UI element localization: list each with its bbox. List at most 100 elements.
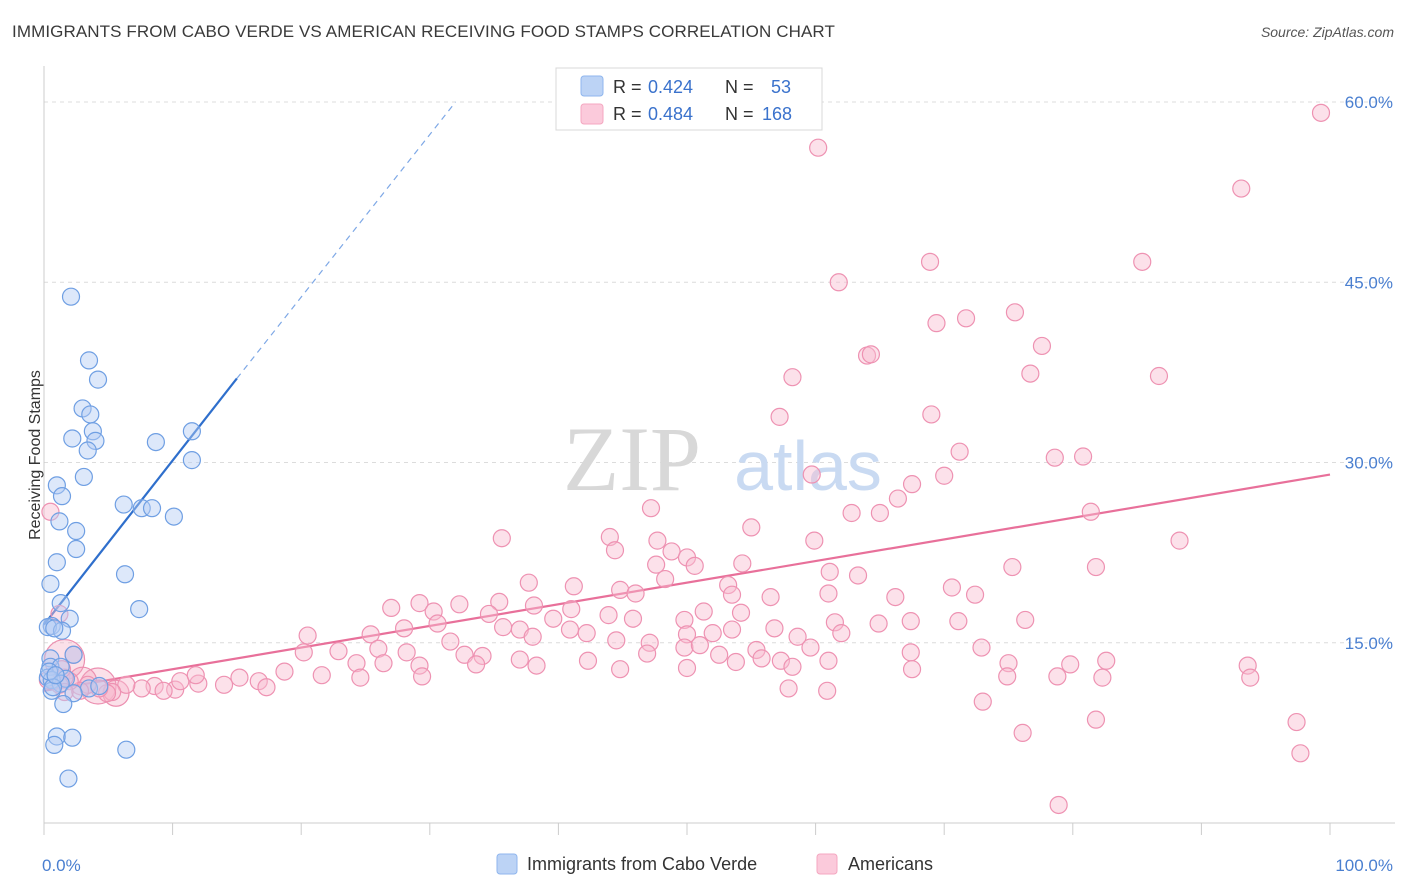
americans-point (519, 573, 538, 592)
americans-point (656, 569, 675, 589)
pink-swatch (580, 103, 604, 125)
americans-point (441, 632, 460, 651)
americans-point (998, 667, 1017, 686)
americans-point (731, 603, 751, 622)
americans-point (466, 655, 486, 674)
americans-point (562, 600, 581, 619)
americans-point (214, 675, 234, 694)
cabo-verde-point (74, 467, 93, 487)
americans-point (1291, 744, 1310, 763)
americans-point (410, 594, 429, 613)
americans-point (902, 660, 922, 679)
americans-point (329, 642, 348, 661)
americans-point (1045, 448, 1064, 467)
americans-point (394, 619, 414, 638)
americans-point (410, 656, 429, 675)
cabo-verde-point (46, 666, 65, 685)
x-tick-label: 100.0% (1335, 856, 1393, 875)
americans-point (490, 592, 509, 612)
watermark: ZIP atlas (563, 408, 882, 510)
americans-point (662, 542, 681, 561)
cabo-verde-point (182, 422, 201, 441)
americans-point (870, 503, 890, 523)
americans-point (888, 489, 908, 508)
americans-point (424, 602, 443, 621)
americans-point (819, 651, 838, 670)
cabo-verde-point (114, 495, 133, 514)
americans-point (972, 638, 991, 657)
americans-point (1149, 366, 1169, 386)
americans-point (641, 499, 661, 518)
americans-point (886, 587, 905, 607)
americans-point (675, 638, 694, 657)
americans-point (186, 666, 205, 685)
americans-point (1133, 252, 1152, 271)
americans-point (275, 662, 294, 681)
cabo-verde-point (78, 441, 97, 460)
americans-point (761, 587, 780, 607)
cabo-verde-point (67, 521, 86, 541)
americans-point (733, 554, 752, 573)
americans-point (1287, 712, 1306, 732)
americans-cluster-point (79, 667, 117, 705)
cabo-verde-point (130, 600, 149, 619)
americans-point (703, 624, 722, 643)
americans-point (949, 612, 968, 631)
blue-swatch (580, 75, 604, 97)
americans-point (626, 584, 645, 603)
americans-point (722, 585, 742, 604)
cabo-verde-point (90, 676, 109, 696)
gridlines (44, 101, 1395, 644)
americans-point (848, 566, 868, 585)
cabo-verde-point (132, 499, 151, 518)
americans-point (577, 624, 596, 643)
chart-title: IMMIGRANTS FROM CABO VERDE VS AMERICAN R… (12, 22, 835, 41)
americans-point (312, 666, 331, 685)
americans-point (869, 614, 888, 633)
source-credit: Source: ZipAtlas.com (1260, 24, 1394, 40)
cabo-verde-point (63, 429, 82, 448)
americans-point (820, 562, 839, 581)
americans-point (819, 584, 838, 603)
stat-n-label-pink: N = (725, 104, 754, 124)
americans-point (611, 660, 630, 679)
stat-r-blue: 0.424 (648, 77, 693, 97)
legend-swatch-pink (816, 853, 838, 875)
americans-point (347, 654, 366, 673)
americans-point (298, 626, 317, 645)
americans-point (935, 466, 954, 485)
cabo-verde-point (86, 431, 105, 450)
americans-point (1086, 557, 1106, 577)
cabo-verde-trend-line (43, 377, 238, 626)
trend-lines (43, 101, 1331, 692)
americans-point (920, 252, 940, 271)
americans-point (382, 598, 401, 618)
americans-point (1061, 655, 1080, 674)
americans-point (783, 657, 802, 676)
cabo-verde-point (146, 432, 165, 452)
americans-point (648, 531, 667, 550)
americans-point (605, 541, 625, 560)
stat-n-blue: 53 (771, 77, 791, 97)
americans-point (1003, 557, 1022, 577)
legend: Immigrants from Cabo Verde Americans (496, 853, 933, 875)
americans-point (623, 609, 643, 628)
americans-point (397, 643, 416, 662)
americans-point (428, 614, 447, 633)
americans-point (1021, 364, 1040, 383)
americans-point (901, 612, 920, 631)
americans-point (818, 681, 837, 700)
americans-point (677, 658, 697, 678)
americans-point (771, 651, 790, 670)
americans-point (802, 465, 821, 484)
americans-point (722, 620, 742, 639)
americans-point (726, 652, 745, 672)
americans-point (369, 639, 388, 658)
americans-point (783, 368, 802, 387)
americans-point (1093, 668, 1112, 687)
americans-point (527, 656, 546, 675)
americans-point (801, 638, 820, 657)
americans-point (950, 442, 969, 461)
americans-point (719, 575, 738, 595)
americans-point (861, 345, 880, 364)
